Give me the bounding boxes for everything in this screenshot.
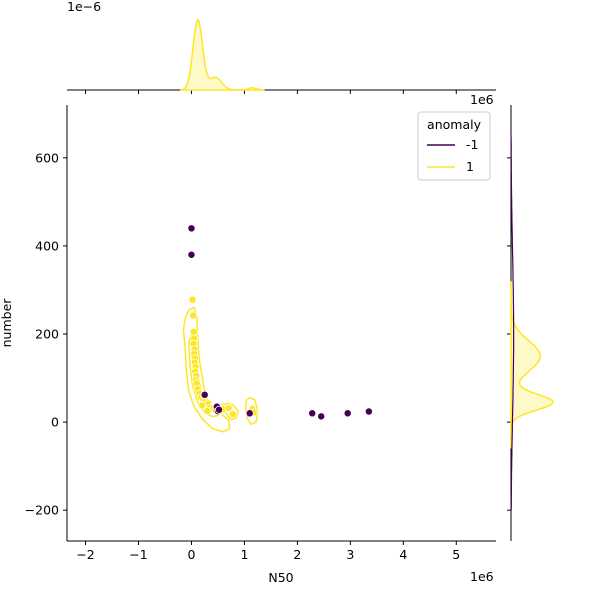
- x-tick-label: 0: [187, 547, 195, 562]
- anomaly-point: [200, 390, 209, 399]
- legend: anomaly -1 1: [417, 111, 491, 181]
- right-marginal-curve: [510, 281, 554, 449]
- normal-point: [188, 295, 197, 304]
- anomaly-point: [364, 407, 373, 416]
- normal-point: [189, 311, 198, 320]
- anomaly-point: [187, 224, 196, 233]
- normal-point: [198, 401, 207, 410]
- legend-label-neg1: -1: [466, 137, 478, 152]
- anomaly-point: [245, 409, 254, 418]
- top-marginal-curve: [180, 18, 265, 91]
- anomaly-point: [187, 250, 196, 259]
- y-tick-label: 200: [35, 327, 59, 342]
- right-marginal-offset-label: 1e6: [470, 92, 494, 107]
- legend-title: anomaly: [427, 117, 482, 132]
- y-tick-label: −200: [25, 503, 59, 518]
- x-tick-label: 2: [293, 547, 301, 562]
- top-marginal-kde: [67, 18, 496, 94]
- kde-contour-right: [244, 397, 259, 426]
- normal-point: [228, 410, 237, 419]
- y-axis-title: number: [0, 298, 14, 348]
- x-tick-label: 3: [346, 547, 354, 562]
- anomaly-point: [317, 412, 326, 421]
- right-marginal-kde: [507, 105, 554, 541]
- legend-frame: [417, 111, 491, 181]
- normal-point: [189, 327, 198, 336]
- scatter-points: [187, 224, 373, 421]
- x-axis-ticks: −2 −1 0 1 2 3 4 5: [76, 541, 460, 562]
- legend-label-1: 1: [466, 159, 474, 174]
- y-tick-label: 400: [35, 238, 59, 253]
- x-tick-label: 5: [452, 547, 460, 562]
- x-axis-offset-label: 1e6: [470, 569, 494, 584]
- x-tick-label: −2: [76, 547, 94, 562]
- normal-point: [203, 407, 212, 416]
- main-plot-area: −2 −1 0 1 2 3 4 5 −200 0 200 400 600: [25, 105, 496, 562]
- top-marginal-offset-label: 1e−6: [67, 0, 101, 14]
- anomaly-point: [215, 405, 223, 414]
- anomaly-point: [343, 409, 352, 418]
- y-axis-ticks: −200 0 200 400 600: [25, 150, 67, 518]
- y-tick-label: 0: [51, 415, 59, 430]
- x-axis-title: N50: [268, 570, 293, 585]
- normal-point: [224, 404, 233, 412]
- right-marginal-anomaly-curve: [510, 135, 515, 511]
- x-tick-label: 1: [240, 547, 248, 562]
- kde-contour-small: [221, 402, 239, 421]
- anomaly-point: [308, 409, 317, 418]
- x-tick-label: −1: [129, 547, 147, 562]
- y-tick-label: 600: [35, 150, 59, 165]
- x-tick-label: 4: [399, 547, 407, 562]
